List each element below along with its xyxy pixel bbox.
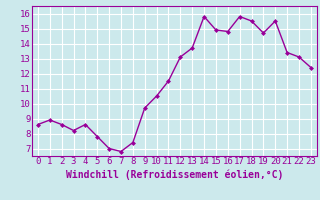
X-axis label: Windchill (Refroidissement éolien,°C): Windchill (Refroidissement éolien,°C) — [66, 169, 283, 180]
